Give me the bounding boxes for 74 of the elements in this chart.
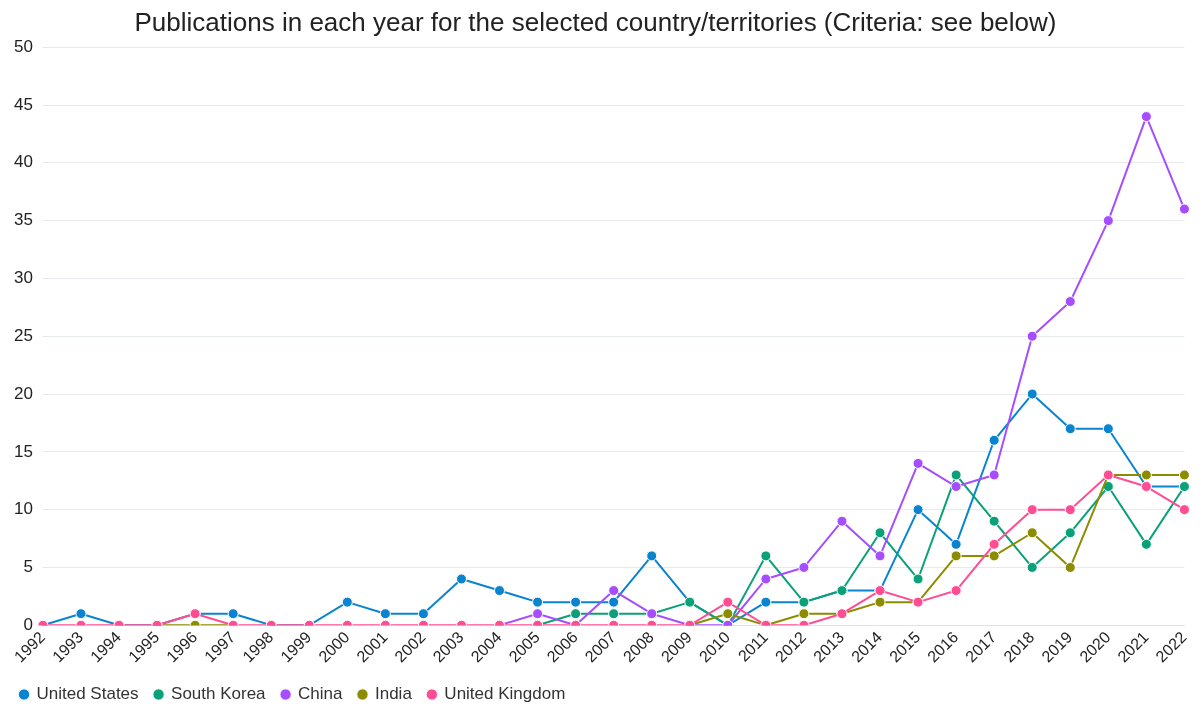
y-tick-label: 0 (23, 614, 33, 634)
point (1178, 469, 1190, 481)
point (1026, 561, 1038, 573)
point (1026, 527, 1038, 539)
point (608, 608, 620, 620)
point (988, 538, 1000, 550)
point (912, 504, 924, 516)
point (379, 608, 391, 620)
legend-label: United Kingdom (444, 684, 566, 704)
point (950, 550, 962, 562)
point (912, 457, 924, 469)
point (950, 538, 962, 550)
point (1178, 504, 1190, 516)
point (988, 469, 1000, 481)
y-tick-label: 50 (13, 36, 33, 56)
point (455, 573, 467, 585)
y-tick-label: 25 (13, 325, 33, 345)
y-tick-label: 45 (13, 94, 33, 114)
point (988, 434, 1000, 446)
point (1064, 504, 1076, 516)
point (1026, 330, 1038, 342)
point (836, 515, 848, 527)
point (1026, 388, 1038, 400)
point (1178, 203, 1190, 215)
point (341, 596, 353, 608)
y-tick-label: 35 (13, 210, 33, 230)
legend-label: United States (36, 684, 139, 704)
y-tick-label: 5 (23, 557, 33, 577)
point (1102, 423, 1114, 435)
point (1064, 423, 1076, 435)
point (570, 608, 582, 620)
point (722, 608, 734, 620)
point (608, 596, 620, 608)
legend-label: China (298, 684, 344, 704)
point (1102, 215, 1114, 227)
point (1140, 469, 1152, 481)
point (874, 527, 886, 539)
point (494, 585, 506, 597)
point (75, 608, 87, 620)
y-tick-label: 30 (13, 268, 33, 288)
point (912, 573, 924, 585)
point (1140, 538, 1152, 550)
point (760, 550, 772, 562)
point (1064, 527, 1076, 539)
legend-label: India (374, 684, 413, 704)
y-tick-label: 15 (13, 441, 33, 461)
point (988, 515, 1000, 527)
point (760, 573, 772, 585)
point (950, 585, 962, 597)
point (798, 608, 810, 620)
point (1140, 111, 1152, 123)
point (532, 608, 544, 620)
point (988, 550, 1000, 562)
point (1064, 296, 1076, 308)
point (874, 550, 886, 562)
point (646, 550, 658, 562)
y-tick-label: 20 (13, 383, 33, 403)
point (760, 596, 772, 608)
point (950, 469, 962, 481)
point (608, 585, 620, 597)
point (1064, 561, 1076, 573)
point (417, 608, 429, 620)
point (874, 596, 886, 608)
point (570, 596, 582, 608)
point (227, 608, 239, 620)
legend-label: South Korea (171, 684, 267, 704)
point (950, 481, 962, 493)
point (798, 561, 810, 573)
point (1026, 504, 1038, 516)
chart-title: Publications in each year for the selected country/territories (Criteria: see below) (134, 6, 1057, 37)
point (722, 596, 734, 608)
y-tick-label: 10 (13, 499, 33, 519)
point (532, 596, 544, 608)
y-tick-label: 40 (13, 152, 33, 172)
